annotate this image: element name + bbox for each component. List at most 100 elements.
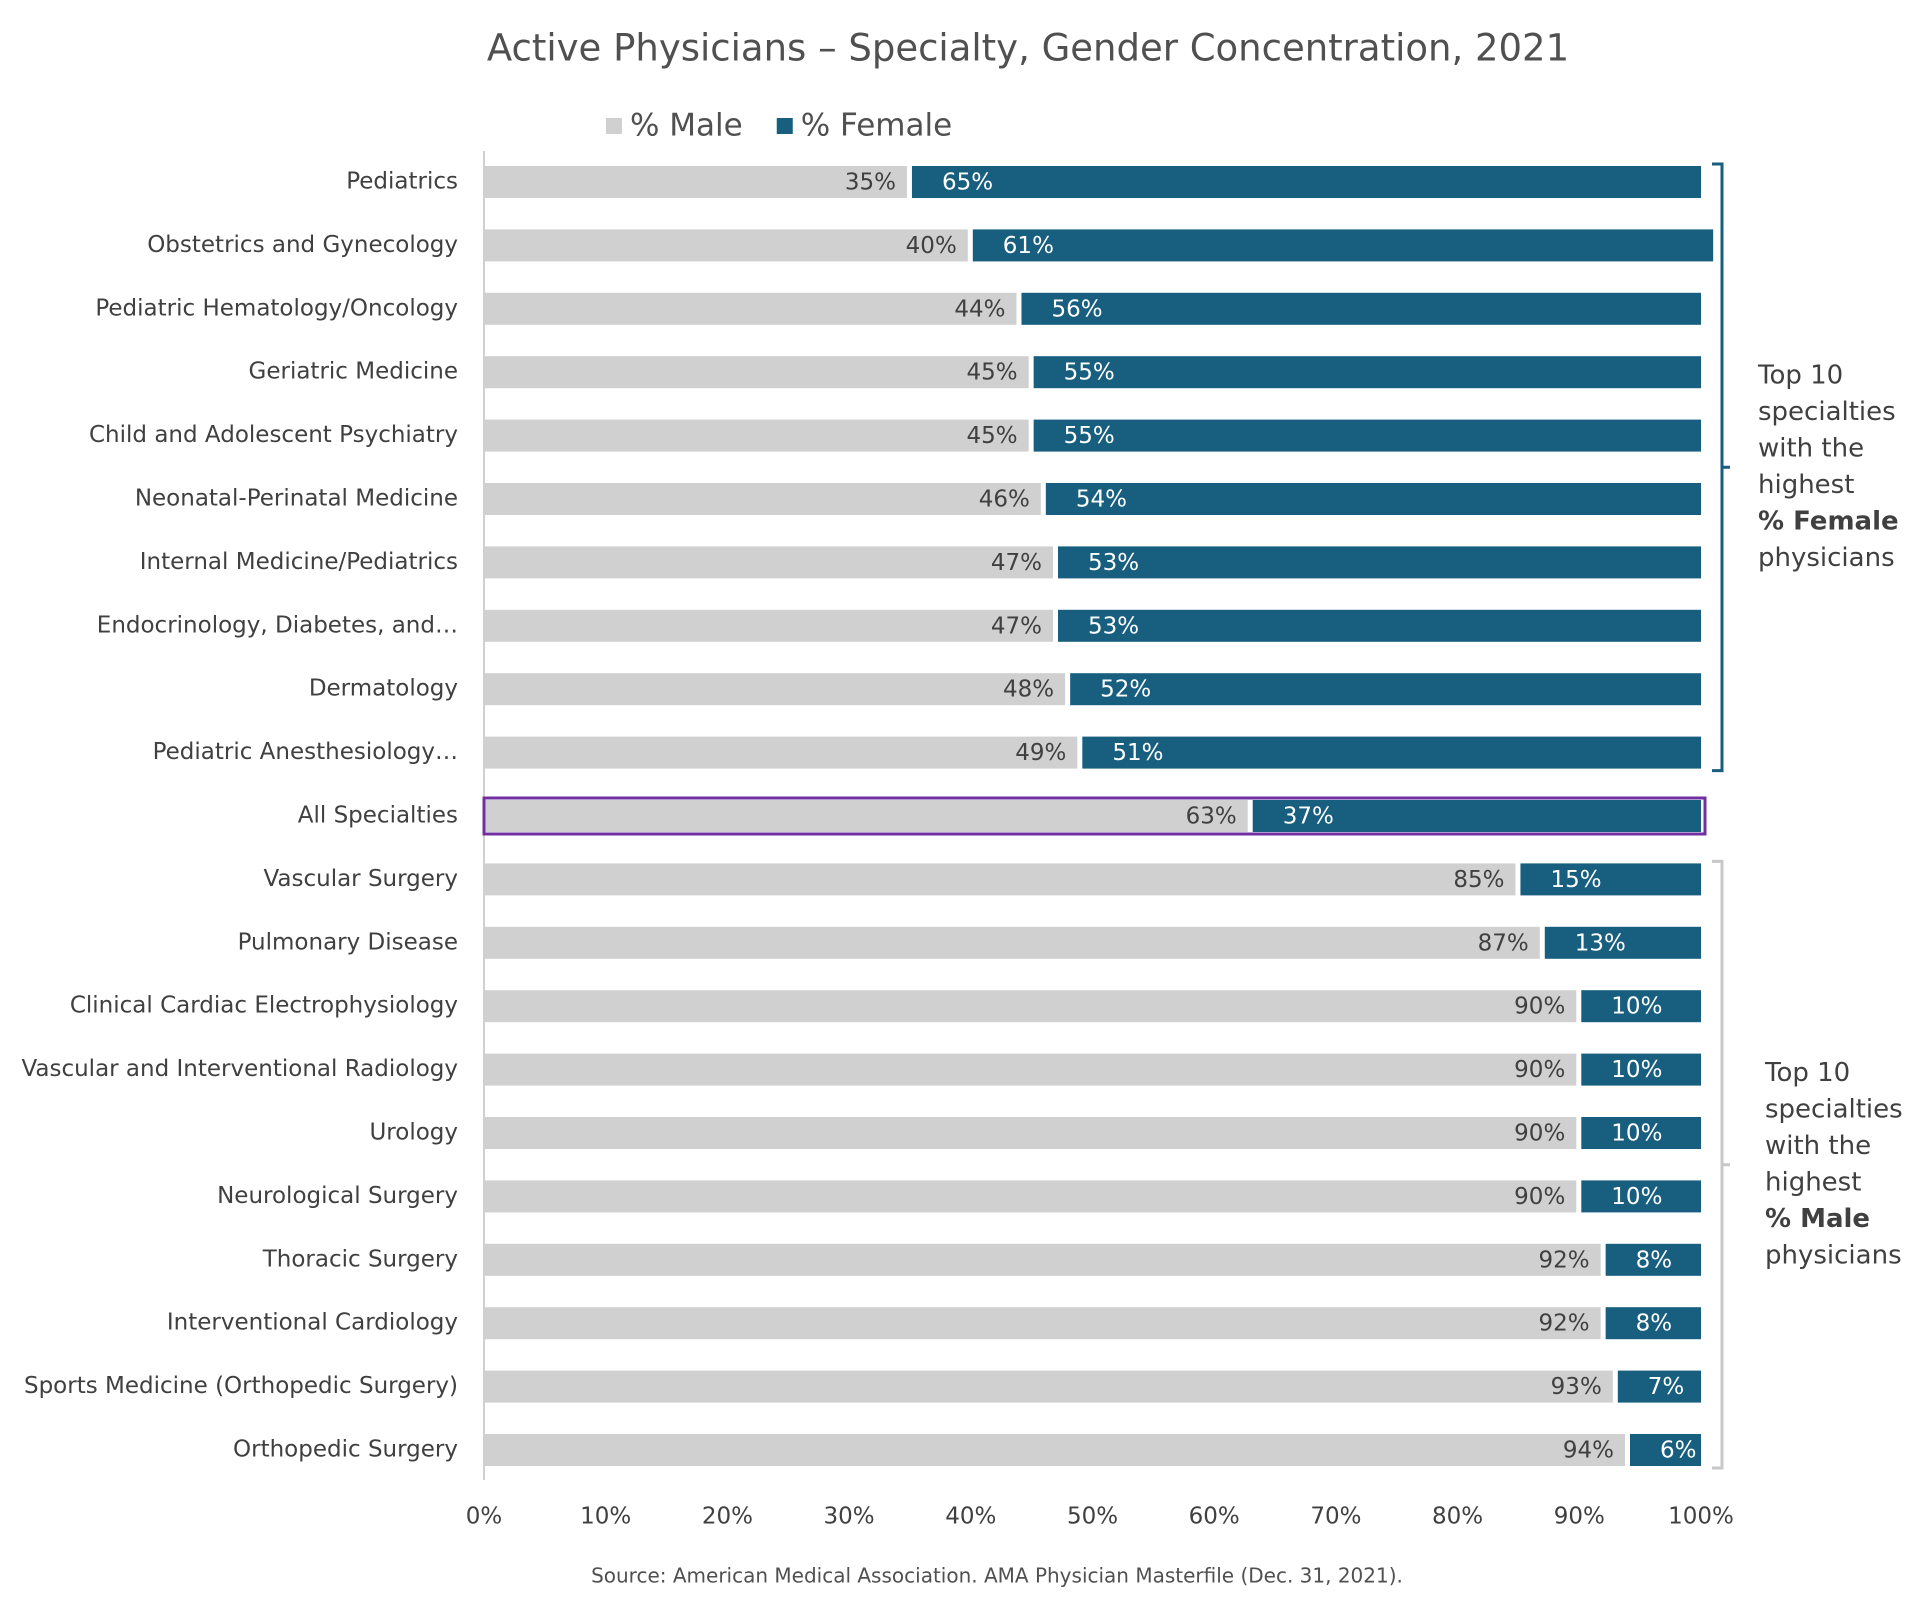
x-tick-label: 10% bbox=[580, 1504, 631, 1530]
value-label: 90% bbox=[1514, 1121, 1565, 1147]
legend-label: % Female bbox=[801, 108, 952, 144]
value-label: 92% bbox=[1539, 1247, 1590, 1273]
y-tick-label: Thoracic Surgery bbox=[262, 1246, 458, 1272]
y-tick-label: Pediatrics bbox=[346, 169, 458, 195]
value-label: 44% bbox=[954, 296, 1005, 322]
bar-segment bbox=[1581, 1180, 1701, 1213]
value-label: 93% bbox=[1551, 1374, 1602, 1400]
x-tick-label: 0% bbox=[466, 1504, 503, 1530]
value-label: 45% bbox=[967, 423, 1018, 449]
bar-segment bbox=[1581, 1117, 1701, 1149]
bar-segment bbox=[484, 229, 968, 262]
legend-swatch bbox=[606, 118, 622, 134]
value-label: 45% bbox=[967, 360, 1018, 386]
highlight-outline bbox=[482, 796, 1707, 836]
value-label: 61% bbox=[1003, 233, 1054, 259]
y-tick-label: Interventional Cardiology bbox=[167, 1310, 458, 1336]
annotation-text: % Male bbox=[1765, 1204, 1870, 1234]
value-label: 37% bbox=[1283, 804, 1334, 830]
bar-segment bbox=[1045, 483, 1701, 515]
value-label: 51% bbox=[1112, 740, 1163, 766]
bar-segment bbox=[1617, 1370, 1701, 1403]
y-tick-label: Neurological Surgery bbox=[217, 1183, 458, 1209]
y-tick-label: Sports Medicine (Orthopedic Surgery) bbox=[24, 1373, 458, 1399]
value-label: 63% bbox=[1186, 804, 1237, 830]
y-tick-label: Vascular and Interventional Radiology bbox=[21, 1056, 458, 1082]
value-label: 47% bbox=[991, 550, 1042, 576]
bar-segment bbox=[484, 1180, 1577, 1213]
bar-segment bbox=[484, 483, 1041, 515]
value-label: 40% bbox=[906, 233, 957, 259]
value-label: 90% bbox=[1514, 1057, 1565, 1083]
y-tick-label: Clinical Cardiac Electrophysiology bbox=[70, 993, 458, 1019]
y-tick-label: Child and Adolescent Psychiatry bbox=[89, 422, 458, 448]
y-tick-label: Pulmonary Disease bbox=[238, 929, 458, 955]
y-tick-label: Orthopedic Surgery bbox=[233, 1437, 458, 1463]
y-tick-label: Urology bbox=[369, 1120, 458, 1146]
value-label: 13% bbox=[1575, 930, 1626, 956]
bar-segment bbox=[484, 419, 1029, 452]
x-tick-label: 100% bbox=[1668, 1504, 1734, 1530]
value-label: 52% bbox=[1100, 677, 1151, 703]
x-tick-label: 60% bbox=[1189, 1504, 1240, 1530]
value-label: 35% bbox=[845, 170, 896, 196]
value-label: 10% bbox=[1611, 1121, 1662, 1147]
bar-segment bbox=[484, 800, 1248, 832]
bar-segment bbox=[1581, 1053, 1701, 1086]
bar-segment bbox=[484, 1243, 1601, 1276]
value-label: 55% bbox=[1064, 423, 1115, 449]
bar-segment bbox=[484, 1434, 1625, 1466]
annotation-text: physicians bbox=[1765, 1240, 1902, 1270]
annotation-text: Top 10 bbox=[1757, 361, 1843, 391]
value-label: 65% bbox=[942, 170, 993, 196]
annotation-text: physicians bbox=[1758, 543, 1895, 573]
legend-label: % Male bbox=[630, 108, 743, 144]
annotation-text: Top 10 bbox=[1764, 1058, 1850, 1088]
annotation-text: highest bbox=[1758, 470, 1854, 500]
bar-segment bbox=[484, 546, 1053, 579]
bar-segment bbox=[972, 229, 1714, 262]
value-label: 94% bbox=[1563, 1438, 1614, 1464]
bar-segment bbox=[911, 166, 1701, 198]
value-label: 54% bbox=[1076, 487, 1127, 513]
value-label: 10% bbox=[1611, 994, 1662, 1020]
value-label: 87% bbox=[1478, 930, 1529, 956]
annotation-text: with the bbox=[1765, 1131, 1871, 1161]
bar-segment bbox=[1021, 292, 1701, 325]
bar-segment bbox=[484, 292, 1017, 325]
value-label: 47% bbox=[991, 613, 1042, 639]
bar-segment bbox=[1033, 356, 1701, 389]
value-label: 10% bbox=[1611, 1184, 1662, 1210]
annotation-text: with the bbox=[1758, 434, 1864, 464]
value-label: 85% bbox=[1453, 867, 1504, 893]
bar-segment bbox=[484, 990, 1577, 1023]
bar-segment bbox=[484, 1370, 1613, 1403]
value-label: 15% bbox=[1550, 867, 1601, 893]
bar-segment bbox=[1544, 926, 1701, 959]
bar-segment bbox=[1033, 419, 1701, 452]
bar-segment bbox=[1070, 673, 1701, 706]
bracket bbox=[1712, 859, 1730, 1470]
value-label: 8% bbox=[1636, 1247, 1673, 1273]
bar-segment bbox=[484, 1307, 1601, 1340]
source-note: Source: American Medical Association. AM… bbox=[591, 1564, 1403, 1588]
bar-segment bbox=[484, 166, 907, 198]
value-label: 48% bbox=[1003, 677, 1054, 703]
chart-title: Active Physicians – Specialty, Gender Co… bbox=[487, 27, 1569, 70]
y-tick-label: Dermatology bbox=[309, 676, 458, 702]
annotation-text: specialties bbox=[1758, 397, 1896, 427]
x-tick-label: 80% bbox=[1432, 1504, 1483, 1530]
bar-segment bbox=[484, 1117, 1577, 1149]
x-tick-label: 70% bbox=[1310, 1504, 1361, 1530]
bar-segment bbox=[1057, 546, 1701, 579]
bar-segment bbox=[484, 673, 1066, 706]
x-tick-label: 40% bbox=[945, 1504, 996, 1530]
y-tick-label: Vascular Surgery bbox=[263, 866, 458, 892]
value-label: 56% bbox=[1051, 296, 1102, 322]
bar-segment bbox=[484, 609, 1053, 642]
y-tick-label: Endocrinology, Diabetes, and… bbox=[97, 612, 458, 638]
y-tick-label: Internal Medicine/Pediatrics bbox=[140, 549, 458, 575]
value-label: 49% bbox=[1015, 740, 1066, 766]
bar-segment bbox=[1082, 736, 1701, 769]
